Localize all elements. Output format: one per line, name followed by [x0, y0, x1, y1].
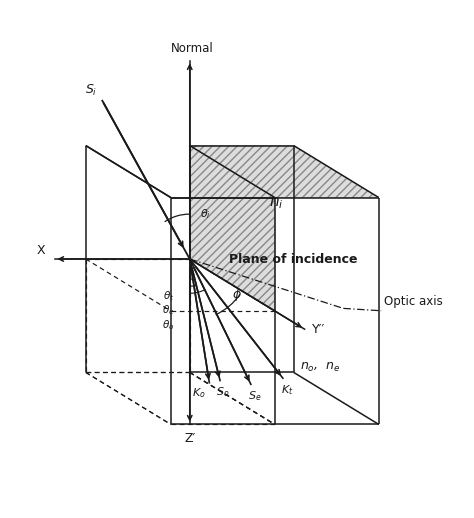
Polygon shape — [190, 146, 379, 197]
Text: $\theta_t$: $\theta_t$ — [163, 289, 174, 303]
Text: $K_t$: $K_t$ — [281, 383, 294, 397]
Text: Y′′: Y′′ — [312, 323, 325, 336]
Polygon shape — [190, 146, 275, 311]
Text: Optic axis: Optic axis — [383, 295, 442, 308]
Text: $\theta_e$: $\theta_e$ — [162, 303, 174, 317]
Text: $\phi$: $\phi$ — [232, 286, 242, 303]
Text: $\theta_i$: $\theta_i$ — [200, 207, 211, 221]
Text: Normal: Normal — [171, 42, 213, 55]
Text: $S_o$: $S_o$ — [216, 385, 229, 399]
Text: $S_i$: $S_i$ — [85, 83, 98, 98]
Text: $S_e$: $S_e$ — [248, 389, 261, 403]
Text: Z′: Z′ — [184, 431, 195, 444]
Text: $K_o$: $K_o$ — [192, 386, 206, 400]
Text: $n_i$: $n_i$ — [269, 196, 284, 211]
Text: $\theta_o$: $\theta_o$ — [162, 318, 174, 332]
Text: Plane of incidence: Plane of incidence — [229, 253, 358, 266]
Text: X: X — [36, 243, 45, 256]
Text: $n_o$,  $n_e$: $n_o$, $n_e$ — [300, 361, 340, 374]
